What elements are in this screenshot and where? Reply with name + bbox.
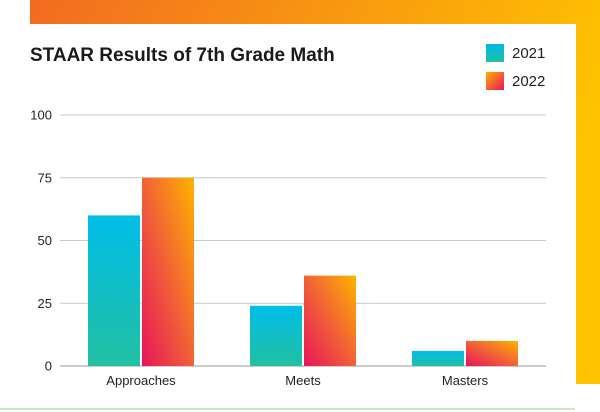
legend-label-2022: 2022 [512, 72, 546, 90]
grid-lines [60, 114, 546, 367]
y-tick-label: 25 [38, 296, 52, 311]
bar-meets-2022 [304, 275, 356, 366]
legend-swatch-2021 [486, 44, 504, 62]
y-axis-ticks: 0 25 50 75 100 [30, 108, 52, 374]
legend-item-2022: 2022 [486, 72, 545, 90]
y-tick-label: 0 [45, 359, 52, 374]
chart-title: STAAR Results of 7th Grade Math [30, 45, 335, 66]
bottom-divider [0, 408, 575, 410]
x-axis-ticks: Approaches Meets Masters [106, 373, 488, 388]
y-tick-label: 75 [38, 170, 52, 185]
bar-approaches-2021 [88, 215, 140, 366]
x-tick-label-masters: Masters [442, 373, 489, 388]
y-tick-label: 100 [30, 108, 52, 123]
x-tick-label-approaches: Approaches [106, 373, 176, 388]
legend-item-2021: 2021 [486, 44, 545, 62]
y-tick-label: 50 [38, 233, 52, 248]
bar-masters-2021 [412, 350, 464, 366]
legend-swatch-2022 [486, 72, 504, 90]
x-tick-label-meets: Meets [285, 373, 321, 388]
bar-approaches-2022 [142, 177, 194, 366]
bars [88, 177, 518, 366]
bar-meets-2021 [250, 305, 302, 366]
bar-masters-2022 [466, 340, 518, 366]
legend-label-2021: 2021 [512, 44, 546, 62]
